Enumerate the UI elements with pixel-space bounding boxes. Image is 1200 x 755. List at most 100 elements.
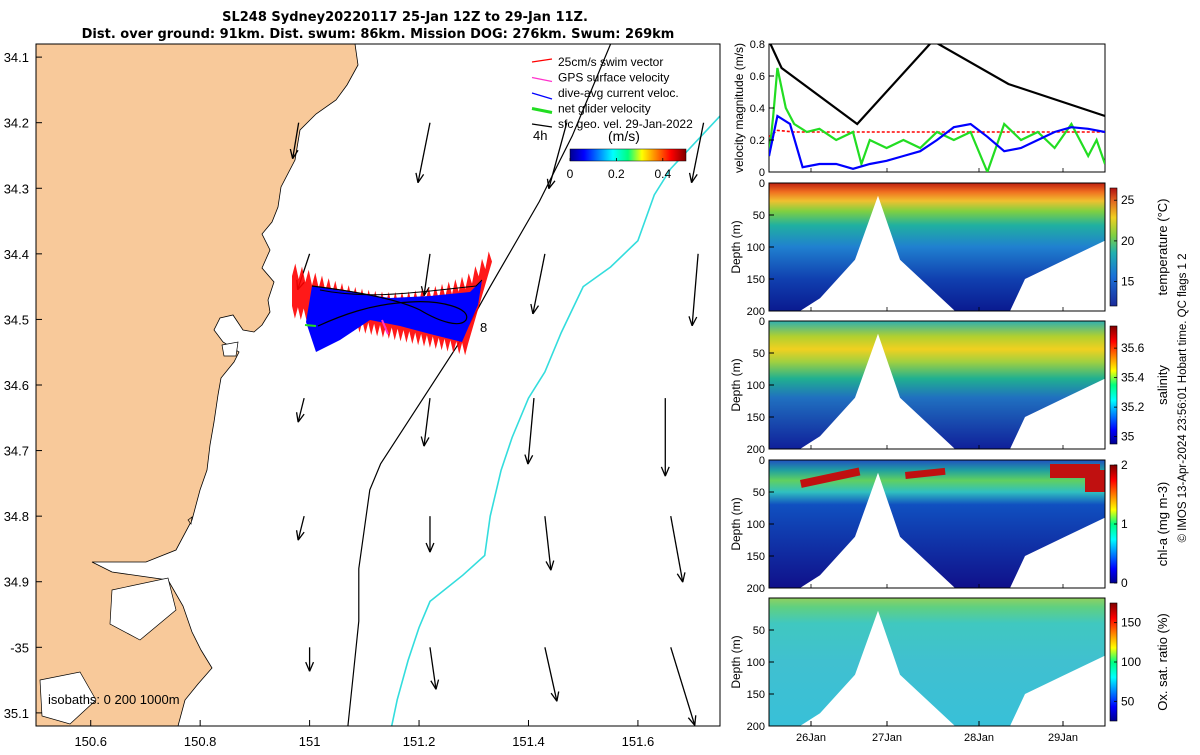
colorbar-tick-label: 15: [1121, 275, 1135, 289]
section-ytick-label: 0: [759, 178, 765, 190]
current-vector: [544, 516, 555, 571]
legend-entry: sfc geo. vel. 29-Jan-2022: [531, 117, 693, 131]
section-field: [769, 460, 1105, 588]
map-ytick-label: 34.9: [4, 575, 29, 590]
map-ytick-label: 34.2: [4, 116, 29, 131]
section-ylabel: Depth (m): [729, 497, 743, 550]
section-ytick-label: 200: [747, 444, 765, 456]
current-vector: [429, 647, 440, 690]
velocity-ytick-label: 0.4: [750, 103, 765, 115]
legend-swatch: [531, 107, 553, 114]
legend-label: dive-avg current veloc.: [558, 86, 679, 100]
section-ytick-label: 100: [747, 380, 765, 392]
figure-title-line2: Dist. over ground: 91km. Dist. swum: 86k…: [82, 27, 675, 42]
map-legend: 25cm/s swim vector GPS surface velocitydi…: [531, 55, 693, 181]
current-vector: [524, 398, 535, 465]
current-vector: [425, 516, 435, 553]
legend-entry: dive-avg current veloc.: [531, 86, 679, 100]
current-vector: [688, 253, 699, 327]
colorbar-tick-label: 35.4: [1121, 371, 1145, 385]
section-colorbar: [1109, 325, 1118, 445]
map-xtick-label: 150.8: [184, 734, 217, 749]
isobaths: [347, 44, 720, 726]
velocity-series-line: [769, 129, 1105, 138]
net-velocity-mark: [304, 324, 317, 327]
velocity-ytick-label: 0.2: [750, 135, 765, 147]
section-xtick-label: 28Jan: [964, 732, 994, 744]
velocity-ytick-label: 0.6: [750, 71, 765, 83]
section-ylabel: Depth (m): [729, 220, 743, 273]
current-vectors: [289, 122, 705, 726]
velocity-series-line: [769, 44, 1105, 126]
section-ytick-label: 200: [747, 306, 765, 318]
colorbar-tick-label: 50: [1121, 694, 1135, 708]
colorbar-label: Ox. sat. ratio (%): [1155, 613, 1170, 711]
section-ytick-label: 100: [747, 519, 765, 531]
velocity-ylabel: velocity magnitude (m/s): [732, 43, 746, 173]
glider-track-layer: [292, 251, 492, 356]
map-ytick-label: 34.8: [4, 509, 29, 524]
map-ytick-label: 34.6: [4, 378, 29, 393]
glider-track: [311, 285, 468, 327]
current-vector: [660, 398, 670, 477]
colorbar-tick-label: 35: [1121, 430, 1135, 444]
map-xtick-label: 151.4: [512, 734, 545, 749]
section-panel: 0 50 100 150 200 Depth (m) 2 1 0 chl-a (mg m-3): [729, 455, 1170, 595]
colorbar-tick-label: 1: [1121, 517, 1128, 531]
legend-label: GPS surface velocity: [558, 71, 669, 85]
section-xtick-label: 29Jan: [1048, 732, 1078, 744]
colorbar-label: chl-a (mg m-3): [1155, 482, 1170, 567]
current-vector: [295, 397, 305, 423]
legend-swatch: [531, 76, 553, 83]
section-ytick-label: 200: [747, 583, 765, 595]
colorbar-label: temperature (°C): [1155, 199, 1170, 296]
section-ylabel: Depth (m): [729, 358, 743, 411]
isobath-200m: [347, 44, 612, 726]
current-vector: [670, 516, 686, 583]
legend-entry: net glider velocity: [531, 102, 651, 116]
map-ytick-label: 34.7: [4, 444, 29, 459]
current-vector: [544, 647, 560, 702]
current-vector: [295, 515, 305, 541]
current-vector: [420, 398, 431, 447]
lake-1: [221, 341, 239, 357]
colorbar-units-label: (m/s): [608, 128, 640, 144]
map-ytick-label: 34.5: [4, 312, 29, 327]
section-ytick-label: 200: [747, 721, 765, 733]
colorbar-tick-label: 35.6: [1121, 341, 1145, 355]
section-panel: 0 50 100 150 200 Depth (m) 25 20 15 temperature (…: [729, 178, 1170, 318]
track-marker-label: 8: [480, 320, 487, 335]
colorbar-tick-label: 35.2: [1121, 400, 1145, 414]
colorbar-tick-label: 0: [567, 167, 574, 181]
legend-swatch: [531, 92, 553, 100]
gps-velocity-mark: [381, 319, 389, 335]
current-vector: [530, 253, 546, 315]
map-xtick-label: 151.2: [403, 734, 436, 749]
legend-4h-label: 4h: [533, 128, 547, 143]
credit-text: © IMOS 13-Apr-2024 23:56:01 Hobart time.…: [1177, 253, 1189, 542]
speed-colorbar: [569, 148, 687, 162]
legend-label: net glider velocity: [558, 102, 651, 116]
map-panel: 150.6 150.8 151 151.2 151.4 151.6 34.1 34.2 34.3…: [4, 43, 721, 749]
velocity-series-line: [769, 67, 1105, 172]
colorbar-tick-label: 150: [1121, 616, 1141, 630]
legend-label: 25cm/s swim vector: [558, 55, 663, 69]
lake-2: [109, 577, 177, 641]
legend-entry: 25cm/s swim vector: [531, 55, 663, 69]
legend-swatch: [531, 123, 553, 128]
section-ytick-label: 150: [747, 274, 765, 286]
map-ytick-label: 34.4: [4, 247, 29, 262]
map-xtick-label: 151: [299, 734, 321, 749]
section-ytick-label: 150: [747, 412, 765, 424]
isobath-1000m: [390, 115, 720, 726]
legend-label: sfc geo. vel. 29-Jan-2022: [558, 117, 693, 131]
section-ytick-label: 150: [747, 551, 765, 563]
map-ytick-label: 34.3: [4, 181, 29, 196]
velocity-ytick-label: 0.8: [750, 39, 765, 51]
velocity-panel: 0 0.2 0.4 0.6 0.8 velocity magnitude (m/s): [732, 39, 1106, 179]
section-panel: 0 50 100 150 200 Depth (m) 35.6 35.4 35.2 35 salin…: [729, 316, 1170, 456]
map-axes: 150.6 150.8 151 151.2 151.4 151.6 34.1 34.2 34.3…: [4, 50, 655, 749]
colorbar-tick-label: 0: [1121, 576, 1128, 590]
map-ytick-label: 34.1: [4, 50, 29, 65]
